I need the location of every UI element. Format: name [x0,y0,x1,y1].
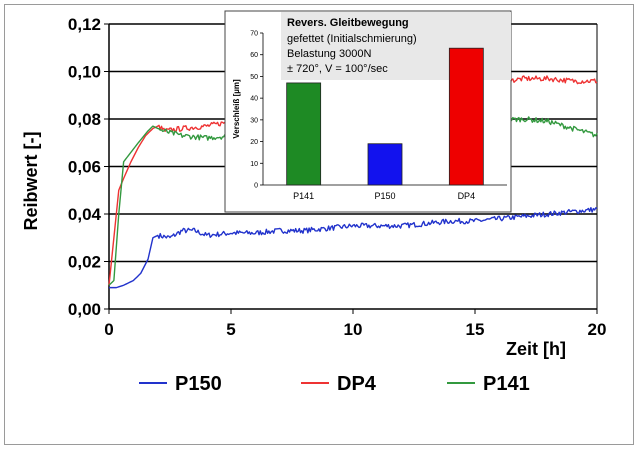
inset-chart: Revers. Gleitbewegung gefettet (Initialsc… [224,10,512,213]
inset-subtitle-line: Belastung 3000N [287,48,371,60]
inset-subtitle-line: gefettet (Initialschmierung) [287,33,417,45]
inset-y-tick-label: 20 [250,139,258,146]
inset-bar-dp4 [448,47,484,186]
inset-category-label: P150 [374,191,395,201]
chart: 0,00 0,02 0,04 0,06 0,08 0,10 0,12 0 5 10 15 20 Rei… [21,10,607,395]
x-tick-label: 0 [104,320,113,339]
inset-y-tick-label: 40 [250,96,258,103]
inset-y-tick-label: 0 [254,183,258,190]
legend-label-p150: P150 [175,373,222,395]
y-tick-label: 0,04 [68,205,102,224]
main-tick-labels: 0,00 0,02 0,04 0,06 0,08 0,10 0,12 0 5 10 15 20 [68,15,607,339]
x-axis-label: Zeit [h] [506,339,566,359]
x-tick-label: 15 [466,320,485,339]
inset-y-tick-label: 70 [250,31,258,38]
y-tick-label: 0,00 [68,300,101,319]
y-tick-label: 0,10 [68,63,101,82]
inset-y-tick-label: 30 [250,117,258,124]
y-tick-label: 0,06 [68,158,101,177]
legend: P150 DP4 P141 [139,373,530,395]
inset-y-tick-label: 60 [250,52,258,59]
y-tick-label: 0,08 [68,110,101,129]
inset-y-axis-label: Verschleiß [µm] [232,79,241,139]
x-tick-label: 20 [588,320,607,339]
inset-title: Revers. Gleitbewegung [287,17,409,29]
main-axes [104,23,598,314]
inset-y-tick-label: 10 [250,161,258,168]
inset-category-label: P141 [293,191,314,201]
inset-subtitle-line: ± 720°, V = 100°/sec [287,63,388,75]
inset-bar-p150 [367,143,403,186]
figure: 0,00 0,02 0,04 0,06 0,08 0,10 0,12 0 5 10 15 20 Rei… [4,4,634,445]
legend-label-p141: P141 [483,373,530,395]
y-tick-label: 0,12 [68,15,101,34]
legend-label-dp4: DP4 [337,373,377,395]
inset-category-label: DP4 [458,191,476,201]
y-tick-label: 0,02 [68,253,101,272]
x-tick-label: 5 [226,320,235,339]
inset-y-tick-label: 50 [250,74,258,81]
y-axis-label: Reibwert [-] [21,132,41,231]
x-tick-label: 10 [344,320,363,339]
inset-bar-p141 [286,82,322,186]
series-line-p150 [109,207,598,289]
